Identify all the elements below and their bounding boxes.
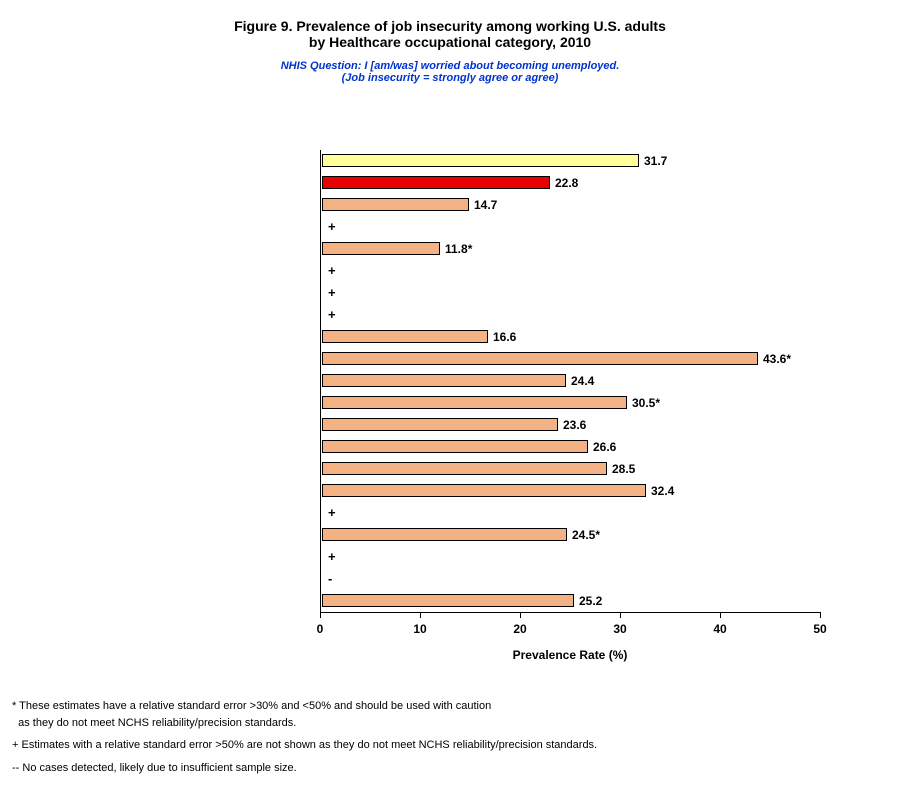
- value-label: 28.5: [607, 458, 635, 480]
- x-tick: [420, 612, 421, 618]
- bar: [322, 462, 607, 475]
- value-label: 24.4: [566, 370, 594, 392]
- chart-container: Figure 9. Prevalence of job insecurity a…: [0, 0, 900, 800]
- value-label: 26.6: [588, 436, 616, 458]
- suppressed-symbol: +: [322, 502, 336, 524]
- bar: [322, 396, 627, 409]
- x-tick: [520, 612, 521, 618]
- bar: [322, 198, 469, 211]
- x-tick-label: 20: [513, 622, 526, 636]
- bar: [322, 154, 639, 167]
- plot-area: Prevalence Rate (%) 01020304050All U.S. …: [320, 150, 850, 620]
- bar: [322, 374, 566, 387]
- bar: [322, 242, 440, 255]
- suppressed-symbol: +: [322, 546, 336, 568]
- bar: [322, 440, 588, 453]
- value-label: 25.2: [574, 590, 602, 612]
- value-label: 16.6: [488, 326, 516, 348]
- value-label: 43.6*: [758, 348, 791, 370]
- footnote-line: * These estimates have a relative standa…: [12, 698, 597, 731]
- suppressed-symbol: +: [322, 216, 336, 238]
- footnote-line: + Estimates with a relative standard err…: [12, 737, 597, 754]
- x-tick: [620, 612, 621, 618]
- value-label: 30.5*: [627, 392, 660, 414]
- x-tick: [820, 612, 821, 618]
- chart-subtitle-line2: (Job insecurity = strongly agree or agre…: [0, 72, 900, 84]
- footnotes: * These estimates have a relative standa…: [12, 698, 597, 782]
- bar: [322, 418, 558, 431]
- suppressed-symbol: +: [322, 304, 336, 326]
- bar: [322, 484, 646, 497]
- x-tick-label: 0: [317, 622, 324, 636]
- footnote-line: -- No cases detected, likely due to insu…: [12, 760, 597, 777]
- value-label: 14.7: [469, 194, 497, 216]
- x-axis: [320, 612, 820, 613]
- bar: [322, 594, 574, 607]
- bar: [322, 352, 758, 365]
- x-tick-label: 50: [813, 622, 826, 636]
- x-axis-title: Prevalence Rate (%): [513, 648, 628, 662]
- value-label: 23.6: [558, 414, 586, 436]
- value-label: 31.7: [639, 150, 667, 172]
- suppressed-symbol: +: [322, 282, 336, 304]
- value-label: 11.8*: [440, 238, 472, 260]
- bar: [322, 176, 550, 189]
- x-tick-label: 30: [613, 622, 626, 636]
- chart-subtitle-line1: NHIS Question: I [am/was] worried about …: [0, 60, 900, 72]
- value-label: 32.4: [646, 480, 674, 502]
- x-tick: [720, 612, 721, 618]
- value-label: 22.8: [550, 172, 578, 194]
- x-tick-label: 40: [713, 622, 726, 636]
- suppressed-symbol: --: [322, 568, 332, 590]
- value-label: 24.5*: [567, 524, 600, 546]
- chart-title-line2: by Healthcare occupational category, 201…: [0, 34, 900, 50]
- bar: [322, 528, 567, 541]
- chart-title-line1: Figure 9. Prevalence of job insecurity a…: [0, 18, 900, 34]
- x-tick: [320, 612, 321, 618]
- suppressed-symbol: +: [322, 260, 336, 282]
- title-block: Figure 9. Prevalence of job insecurity a…: [0, 0, 900, 84]
- bar: [322, 330, 488, 343]
- x-tick-label: 10: [413, 622, 426, 636]
